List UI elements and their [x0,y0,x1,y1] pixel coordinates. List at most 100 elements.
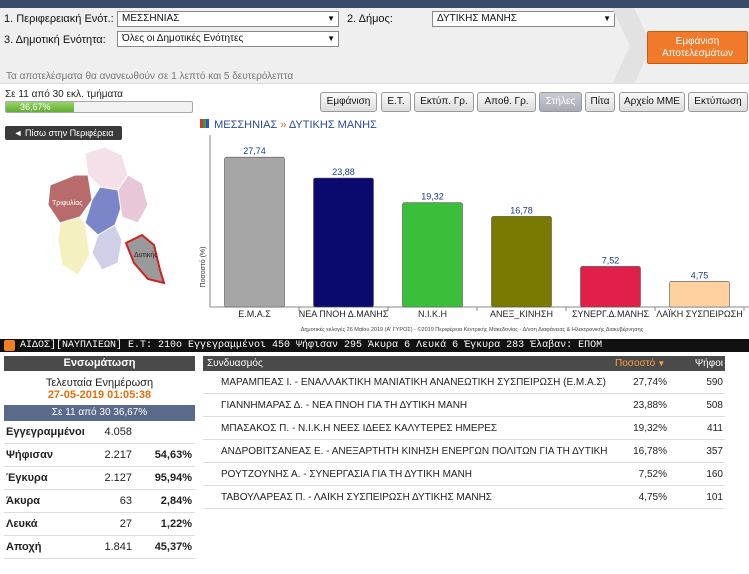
col-pct-header[interactable]: Ποσοστό ▼ [615,356,665,371]
rss-icon[interactable] [4,340,15,351]
stat-percent: 54,63% [154,449,192,461]
results-ticker: ΑΙΔΟΣ][ΝΑΥΠΛΙΕΩΝ] Ε.Τ: 210ο Εγγεγραμμένο… [0,339,749,352]
table-row[interactable]: ΜΠΑΣΑΚΟΣ Π. - Ν.Ι.Κ.Η ΝΕΕΣ ΙΔΕΕΣ ΚΑΛΥΤΕΡ… [203,417,725,440]
party-percent: 4,75% [638,492,667,503]
party-percent: 23,88% [633,400,667,411]
unit-select-value: Όλες οι Δημοτικές Ενότητες [122,33,244,44]
municipality-select-value: ΔΥΤΙΚΗΣ ΜΑΝΗΣ [437,13,517,24]
party-votes: 160 [706,469,723,480]
municipality-map[interactable]: Τριφυλίας Δυτικής [30,145,170,285]
progress-fill [6,102,75,112]
party-votes: 101 [706,492,723,503]
stat-key: Εγγεγραμμένοι [6,426,85,438]
party-percent: 19,32% [633,423,667,434]
stat-value: 2.217 [104,449,132,461]
stat-percent: 45,37% [154,541,192,553]
stat-row: Λευκά 27 1,22% [4,513,195,536]
stat-row: Άκυρα 63 2,84% [4,490,195,513]
results-bar-chart: Ποσοστό (%) 27,74 Ε.Μ.Α.Σ 23,88 ΝΕΑ ΠΝΟΗ Δ.Μ… [199,135,749,333]
col-name-header[interactable]: Συνδυασμός [207,358,263,369]
bar-value-label: 27,74 [243,146,266,156]
stat-percent: 95,94% [154,472,192,484]
category-label: Ν.Ι.Κ.Η [418,309,447,319]
stat-percent: 2,84% [160,495,192,507]
stat-value: 4.058 [104,426,132,438]
col-votes-header[interactable]: Ψήφοι [694,358,723,369]
table-row[interactable]: ΓΙΑΝΝΗΜΑΡΑΣ Δ. - ΝΕΑ ΠΝΟΗ ΓΙΑ ΤΗ ΔΥΤΙΚΗ … [203,394,725,417]
region-select[interactable]: ΜΕΣΣΗΝΙΑΣ ▼ [117,11,339,27]
breadcrumb-separator: » [280,119,287,131]
toolbar-button[interactable]: Πίτα [585,92,615,112]
unit-label: 3. Δημοτική Ενότητα: [4,34,106,46]
stat-key: Έγκυρα [6,472,48,484]
breadcrumb: ΜΕΣΣΗΝΙΑΣ » ΔΥΤΙΚΗΣ ΜΑΝΗΣ [200,119,377,131]
table-body: ΜΑΡΑΜΠΕΑΣ Ι. - ΕΝΑΛΛΑΚΤΙΚΗ ΜΑΝΙΑΤΙΚΗ ΑΝΑ… [203,371,725,509]
results-table: Συνδυασμός Ποσοστό ▼ Ψήφοι ΜΑΡΑΜΠΕΑΣ Ι. … [203,356,725,509]
counted-stations: Σε 11 από 30 36,67% [4,405,195,421]
chevron-down-icon: ▼ [603,14,611,23]
sort-desc-icon: ▼ [655,359,666,368]
toolbar-button[interactable]: Εκτύπ. Γρ. [414,92,474,112]
stat-percent: 1,22% [160,518,192,530]
table-row[interactable]: ΡΟΥΤΖΟΥΝΗΣ Α. - ΣΥΝΕΡΓΑΣΙΑ ΓΙΑ ΤΗ ΔΥΤΙΚΗ… [203,463,725,486]
progress-text: 36,67% [20,102,51,112]
toolbar-button[interactable]: Εμφάνιση [320,92,377,112]
last-update-label: Τελευταία Ενημέρωση [45,377,154,389]
party-name: ΜΑΡΑΜΠΕΑΣ Ι. - ΕΝΑΛΛΑΚΤΙΚΗ ΜΑΝΙΑΤΙΚΗ ΑΝΑ… [221,377,607,388]
toolbar-button[interactable]: Αποθ. Γρ. [477,92,536,112]
category-label: ΣΥΝΕΡΓ.Δ.ΜΑΝΗΣ [572,309,650,319]
region-label: 1. Περιφερειακή Ενότ.: [4,13,114,25]
grid-icon [200,119,209,128]
unit-select[interactable]: Όλες οι Δημοτικές Ενότητες ▼ [117,31,339,47]
toolbar-button[interactable]: Αρχείο ΜΜΕ [619,92,685,112]
bar-value-label: 4,75 [691,270,709,280]
municipality-select[interactable]: ΔΥΤΙΚΗΣ ΜΑΝΗΣ ▼ [432,11,615,27]
back-to-region-button[interactable]: ◄ Πίσω στην Περιφέρεια [5,126,122,140]
chart-bar[interactable] [402,202,463,308]
chart-bar[interactable] [669,281,730,308]
integration-header: Ενσωμάτωση [4,356,195,371]
party-percent: 27,74% [633,377,667,388]
party-percent: 16,78% [633,446,667,457]
top-bar [0,0,749,8]
breadcrumb-municipality: ΔΥΤΙΚΗΣ ΜΑΝΗΣ [288,119,377,131]
party-name: ΤΑΒΟΥΛΑΡΕΑΣ Π. - ΛΑΪΚΗ ΣΥΣΠΕΙΡΩΣΗ ΔΥΤΙΚΗ… [221,492,492,503]
toolbar-button[interactable]: Ε.Τ. [381,92,411,112]
bar-value-label: 7,52 [602,255,620,265]
municipality-label: 2. Δήμος: [347,13,393,25]
show-results-button[interactable]: Εμφάνιση Αποτελεσμάτων [647,31,748,64]
table-row[interactable]: ΜΑΡΑΜΠΕΑΣ Ι. - ΕΝΑΛΛΑΚΤΙΚΗ ΜΑΝΙΑΤΙΚΗ ΑΝΑ… [203,371,725,394]
party-votes: 411 [707,423,723,434]
toolbar-button[interactable]: Εκτύπωση [688,92,748,112]
party-votes: 590 [706,377,723,388]
map-label-trifylia: Τριφυλίας [52,199,83,207]
stat-row: Ψήφισαν 2.217 54,63% [4,444,195,467]
table-row[interactable]: ΑΝΔΡΟΒΙΤΣΑΝΕΑΣ Ε. - ΑΝΕΞΑΡΤΗΤΗ ΚΙΝΗΣΗ ΕΝ… [203,440,725,463]
party-votes: 357 [706,446,723,457]
party-name: ΡΟΥΤΖΟΥΝΗΣ Α. - ΣΥΝΕΡΓΑΣΙΑ ΓΙΑ ΤΗ ΔΥΤΙΚΗ… [221,469,473,480]
col-pct-label: Ποσοστό [615,358,656,369]
integration-panel: Ενσωμάτωση Τελευταία Ενημέρωση 27-05-201… [4,356,195,570]
chart-bar[interactable] [224,156,285,308]
breadcrumb-region[interactable]: ΜΕΣΣΗΝΙΑΣ [214,119,278,131]
chart-bar[interactable] [313,177,374,308]
chevron-down-icon: ▼ [327,34,335,43]
stat-key: Άκυρα [6,495,41,507]
stat-value: 63 [119,495,132,507]
last-update-time: 27-05-2019 01:05:38 [47,389,152,401]
region-select-value: ΜΕΣΣΗΝΙΑΣ [122,13,180,24]
table-row[interactable]: ΤΑΒΟΥΛΑΡΕΑΣ Π. - ΛΑΪΚΗ ΣΥΣΠΕΙΡΩΣΗ ΔΥΤΙΚΗ… [203,486,725,509]
chart-bar[interactable] [491,216,552,308]
stat-value: 2.127 [104,472,132,484]
stat-value: 27 [119,518,132,530]
chart-bar[interactable] [580,266,641,308]
category-label: ΝΕΑ ΠΝΟΗ Δ.ΜΑΝΗΣ [299,309,389,319]
stat-row: Έγκυρα 2.127 95,94% [4,467,195,490]
stat-row: Εγγεγραμμένοι 4.058 [4,421,195,444]
category-label: ΛΑΪΚΗ ΣΥΣΠΕΙΡΩΣΗ [656,309,742,319]
chevron-down-icon: ▼ [327,14,335,23]
bar-value-label: 16,78 [510,205,533,215]
party-name: ΜΠΑΣΑΚΟΣ Π. - Ν.Ι.Κ.Η ΝΕΕΣ ΙΔΕΕΣ ΚΑΛΥΤΕΡ… [221,423,498,434]
toolbar-button[interactable]: Στήλες [539,92,582,112]
map-label-dytikis: Δυτικής [134,252,158,259]
